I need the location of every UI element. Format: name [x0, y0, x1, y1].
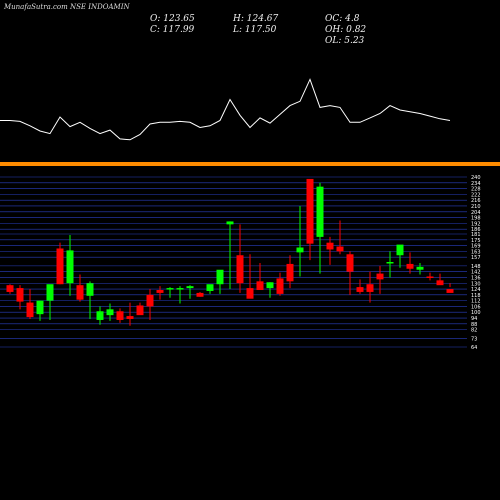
- candle-body: [416, 266, 424, 270]
- candle-body: [436, 280, 444, 286]
- y-tick-label: 88: [471, 322, 477, 328]
- oc-value: OC: 4.8: [325, 14, 360, 24]
- candle-body: [106, 309, 114, 316]
- chart-title: MunafaSutra.com NSE INDOAMIN: [4, 3, 130, 11]
- y-tick-label: 222: [471, 192, 481, 198]
- y-tick-label: 175: [471, 238, 481, 244]
- y-tick-label: 234: [471, 181, 481, 187]
- oh-value: OH: 0.82: [325, 25, 367, 35]
- candle-body: [176, 288, 184, 290]
- candle-body: [86, 283, 94, 296]
- candle-body: [146, 294, 154, 307]
- y-tick-label: 228: [471, 187, 481, 193]
- candle-body: [76, 285, 84, 300]
- candle-body: [156, 290, 164, 293]
- y-tick-label: 130: [471, 281, 481, 287]
- y-tick-label: 240: [471, 175, 481, 181]
- close-value: C: 117.99: [150, 25, 195, 35]
- candle-body: [116, 311, 124, 320]
- y-tick-label: 169: [471, 244, 481, 250]
- candle-body: [316, 186, 324, 237]
- candle-body: [206, 284, 214, 291]
- candle-body: [386, 262, 394, 264]
- y-tick-label: 142: [471, 270, 481, 276]
- candle-body: [396, 244, 404, 256]
- y-tick-label: 181: [471, 232, 481, 238]
- candle-body: [306, 178, 314, 244]
- ol-value: OL: 5.23: [325, 36, 365, 46]
- candle-body: [216, 269, 224, 285]
- candle-body: [406, 263, 414, 269]
- candle-body: [66, 250, 74, 284]
- y-tick-label: 64: [471, 345, 477, 351]
- candle-body: [366, 284, 374, 292]
- candle-body: [256, 281, 264, 291]
- candle-body: [26, 302, 34, 318]
- candle-body: [376, 273, 384, 280]
- high-value: H: 124.67: [233, 14, 279, 24]
- y-tick-label: 216: [471, 198, 481, 204]
- y-tick-label: 73: [471, 336, 477, 342]
- y-tick-label: 157: [471, 255, 481, 261]
- candle-body: [126, 316, 134, 319]
- open-value: O: 123.65: [150, 14, 195, 24]
- candle-body: [166, 288, 174, 290]
- candle-body: [186, 286, 194, 289]
- candle-body: [296, 247, 304, 253]
- candle-body: [46, 284, 54, 301]
- candle-body: [326, 242, 334, 250]
- candle-body: [136, 305, 144, 316]
- candle-body: [236, 255, 244, 284]
- candle-body: [16, 288, 24, 302]
- candle-body: [426, 276, 434, 278]
- candle-body: [246, 288, 254, 299]
- y-tick-label: 124: [471, 287, 481, 293]
- candle-body: [196, 292, 204, 297]
- y-tick-label: 82: [471, 328, 477, 334]
- y-tick-label: 198: [471, 216, 481, 222]
- y-tick-label: 163: [471, 249, 481, 255]
- indicator-line: [0, 78, 451, 141]
- y-tick-label: 94: [471, 316, 477, 322]
- y-tick-label: 210: [471, 204, 481, 210]
- low-value: L: 117.50: [233, 25, 277, 35]
- y-tick-label: 118: [471, 293, 481, 299]
- y-tick-label: 186: [471, 227, 481, 233]
- y-tick-label: 204: [471, 210, 481, 216]
- panel-separator: [0, 162, 500, 166]
- candle-body: [6, 285, 14, 292]
- y-tick-label: 100: [471, 310, 481, 316]
- y-tick-label: 148: [471, 264, 481, 270]
- y-tick-label: 136: [471, 275, 481, 281]
- y-tick-label: 112: [471, 299, 481, 305]
- y-tick-label: 192: [471, 221, 481, 227]
- candle-body: [36, 300, 44, 315]
- y-tick-label: 106: [471, 304, 481, 310]
- candle-body: [346, 254, 354, 272]
- candle-body: [266, 282, 274, 289]
- candle-body: [96, 311, 104, 320]
- candle-body: [226, 221, 234, 225]
- candle-body: [276, 278, 284, 294]
- candle-body: [446, 289, 454, 293]
- candle-body: [56, 248, 64, 285]
- candle-body: [286, 263, 294, 282]
- candle-body: [336, 246, 344, 252]
- candle-body: [356, 287, 364, 292]
